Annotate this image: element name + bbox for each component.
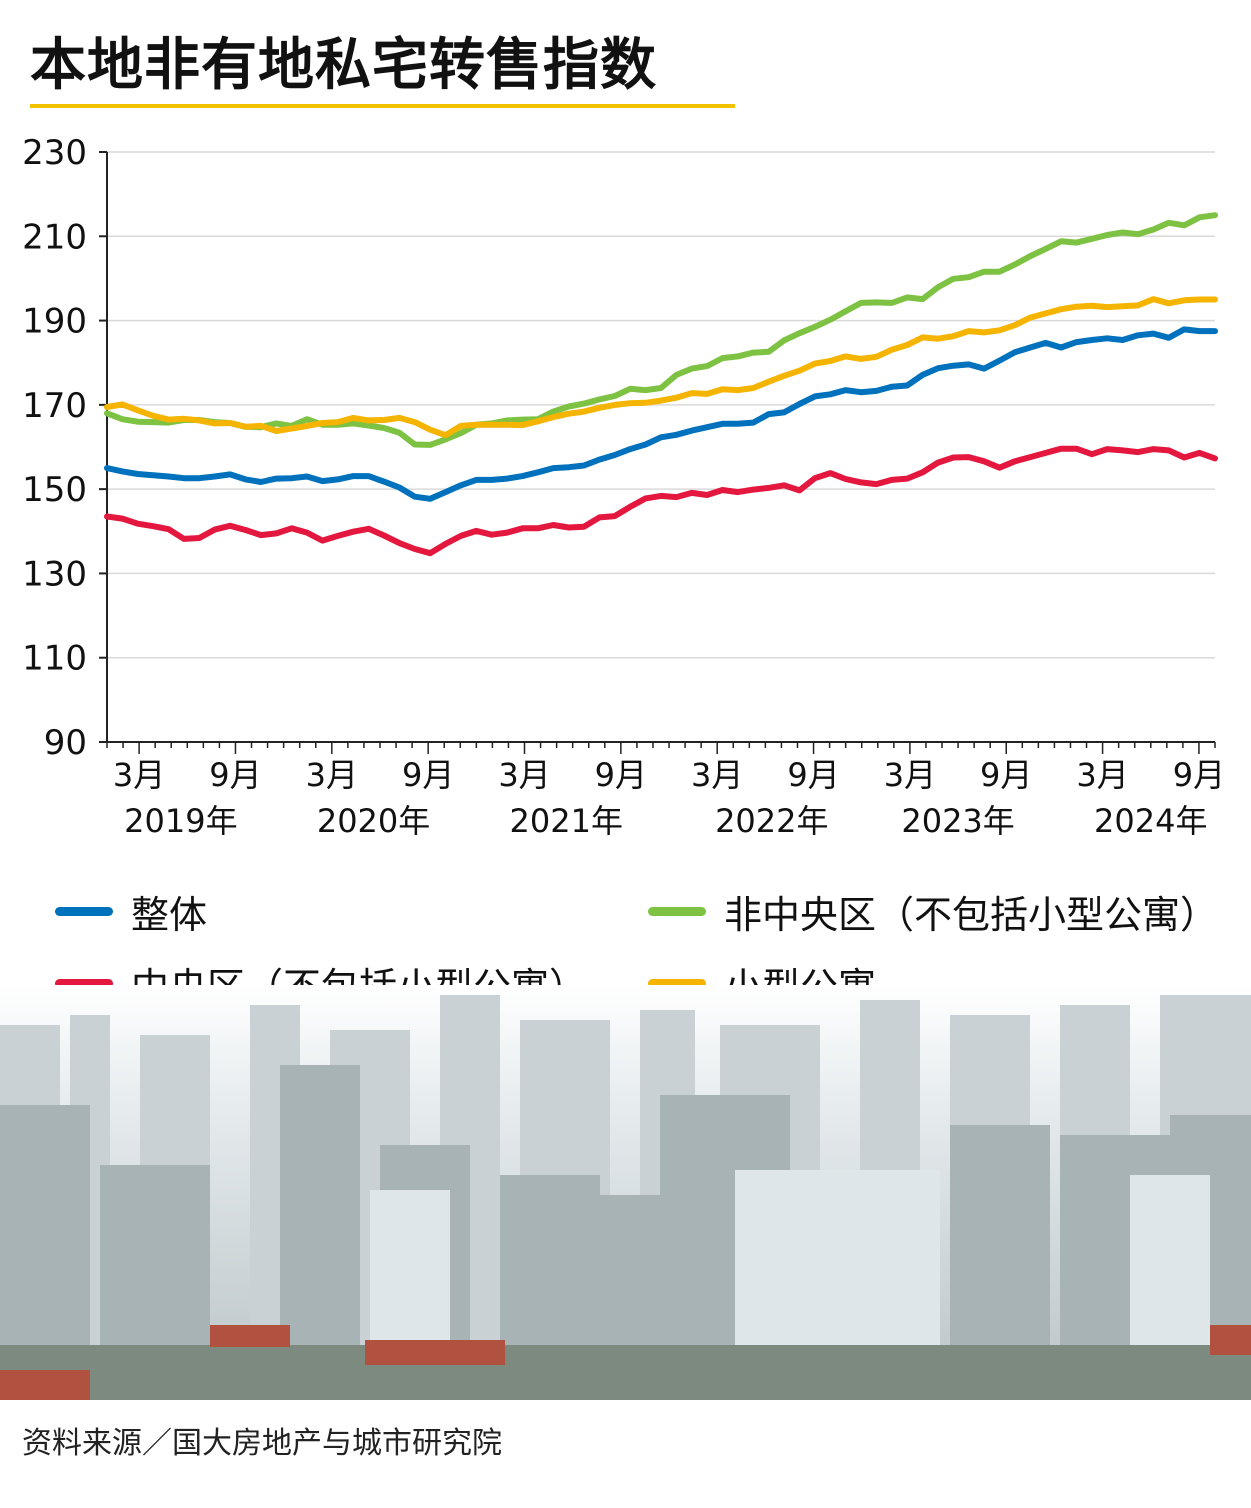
line-chart: 230 210 190 170 150 130 110 90 3月 9月 3月 9月 3月 9月 3月 9月… — [22, 133, 1225, 840]
y-tick-label-170: 170 — [22, 386, 87, 426]
x-tick-label-3: 9月 — [402, 756, 454, 794]
x-year-label-2: 2021年 — [510, 802, 623, 840]
title-underline — [30, 104, 735, 108]
y-tick-label-230: 230 — [22, 133, 87, 173]
legend-swatch-non-central — [648, 907, 706, 916]
x-tick-label-10: 3月 — [1076, 756, 1128, 794]
x-year-label-1: 2020年 — [317, 802, 430, 840]
legend-swatch-central — [55, 979, 113, 988]
cityscape-background-image — [0, 985, 1251, 1400]
x-tick-label-9: 9月 — [980, 756, 1032, 794]
y-tick-label-150: 150 — [22, 470, 87, 510]
series-line-2 — [104, 212, 1218, 448]
x-year-label-4: 2023年 — [901, 802, 1014, 840]
x-tick-label-7: 9月 — [787, 756, 839, 794]
x-tick-label-6: 3月 — [691, 756, 743, 794]
x-tick-label-8: 3月 — [884, 756, 936, 794]
x-year-label-3: 2022年 — [715, 802, 828, 840]
x-tick-label-5: 9月 — [595, 756, 647, 794]
x-tick-label-0: 3月 — [113, 756, 165, 794]
gridlines — [107, 151, 1215, 659]
source-note: 资料来源／国大房地产与城市研究院 — [22, 1426, 502, 1461]
legend-item-overall: 整体 — [55, 884, 207, 939]
series-lines — [104, 212, 1218, 557]
series-line-3 — [104, 296, 1218, 439]
legend-item-non-central: 非中央区（不包括小型公寓） — [648, 884, 1218, 939]
x-tick-label-1: 9月 — [209, 756, 261, 794]
y-tick-label-210: 210 — [22, 217, 87, 257]
legend-label-non-central: 非中央区（不包括小型公寓） — [724, 893, 1219, 937]
x-tick-label-11: 9月 — [1173, 756, 1225, 794]
y-tick-label-190: 190 — [22, 302, 87, 342]
y-axis: 230 210 190 170 150 130 110 90 — [22, 133, 108, 763]
legend-swatch-small-units — [648, 979, 706, 988]
x-tick-label-2: 3月 — [306, 756, 358, 794]
x-axis: 3月 9月 3月 9月 3月 9月 3月 9月 3月 9月 3月 9月 2019年 2020年 2021年 2… — [106, 741, 1225, 840]
y-tick-label-110: 110 — [22, 639, 87, 679]
legend-label-overall: 整体 — [131, 893, 208, 937]
y-tick-label-130: 130 — [22, 554, 87, 594]
legend-swatch-overall — [55, 907, 113, 916]
series-line-0 — [104, 326, 1218, 502]
x-year-label-0: 2019年 — [124, 802, 237, 840]
x-tick-label-4: 3月 — [498, 756, 550, 794]
series-line-1 — [104, 445, 1218, 557]
x-year-label-5: 2024年 — [1094, 802, 1207, 840]
y-tick-label-90: 90 — [44, 723, 87, 763]
chart-title: 本地非有地私宅转售指数 — [30, 33, 657, 98]
